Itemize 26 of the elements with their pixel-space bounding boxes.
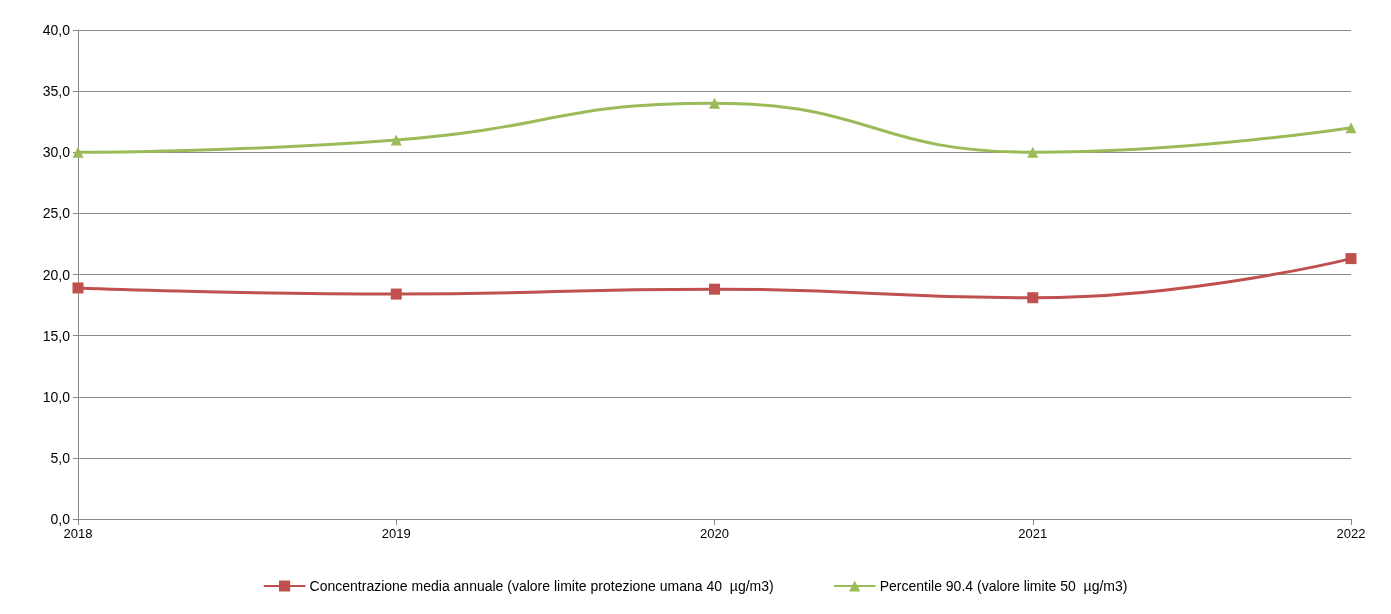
y-tick-label: 15,0: [42, 327, 71, 344]
point: [1345, 253, 1357, 265]
x-tick-label: 2019: [381, 526, 411, 541]
point: [709, 283, 720, 295]
point: [72, 282, 84, 294]
legend-label: Concentrazione media annuale (valore limite protezione umana 40 µg/m3): [309, 578, 774, 594]
y-tick-label: 10,0: [42, 388, 71, 405]
x-tick-label: 2022: [1336, 526, 1366, 541]
point: [709, 97, 720, 109]
y-tick-label: 20,0: [42, 266, 71, 283]
y-tick-label: 40,0: [42, 22, 71, 38]
y-tick-label: 35,0: [42, 83, 71, 100]
y-tick-label: 0,0: [50, 511, 71, 527]
point: [390, 288, 402, 300]
point: [1027, 292, 1039, 304]
point: [1027, 146, 1039, 158]
x-tick-label: 2020: [700, 526, 729, 541]
legend-label: Percentile 90.4 (valore limite 50 µg/m3): [879, 578, 1128, 594]
x-tick-label: 2021: [1018, 526, 1048, 541]
point: [390, 134, 402, 146]
y-tick-label: 5,0: [50, 449, 71, 466]
point: [1345, 122, 1357, 134]
x-tick-label: 2018: [63, 526, 93, 541]
y-tick-label: 25,0: [42, 205, 71, 222]
y-tick-label: 30,0: [42, 144, 71, 161]
point: [72, 146, 84, 158]
